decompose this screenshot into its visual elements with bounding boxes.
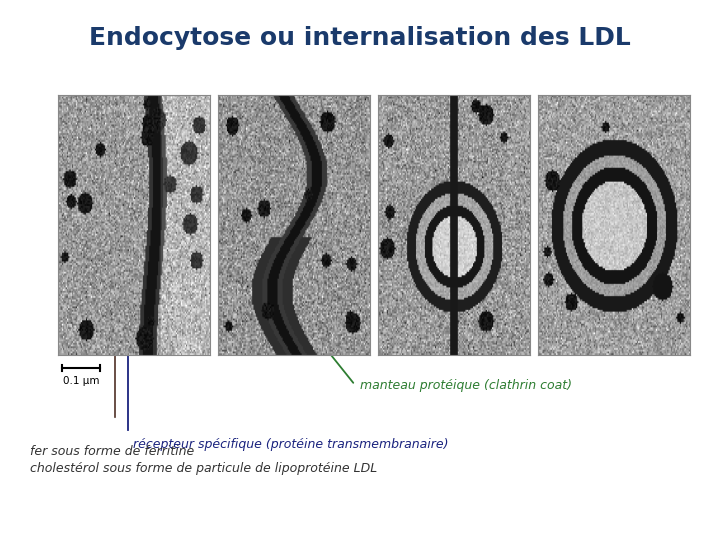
- Text: cholestérol sous forme de particule de lipoprotéine LDL: cholestérol sous forme de particule de l…: [30, 462, 377, 475]
- Text: Endocytose ou internalisation des LDL: Endocytose ou internalisation des LDL: [89, 26, 631, 50]
- Text: fer sous forme de ferritine: fer sous forme de ferritine: [30, 445, 194, 458]
- Text: 0.1 μm: 0.1 μm: [63, 376, 99, 386]
- Text: récepteur spécifique (protéine transmembranaire): récepteur spécifique (protéine transmemb…: [133, 438, 449, 451]
- Text: manteau protéique (clathrin coat): manteau protéique (clathrin coat): [360, 379, 572, 392]
